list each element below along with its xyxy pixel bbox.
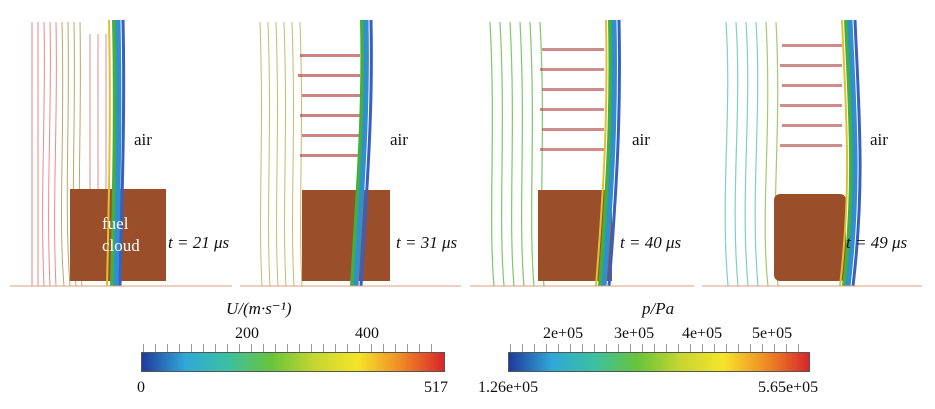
time-label: t = 21 μs [168, 233, 230, 252]
pressure-colorbar [508, 352, 810, 372]
contour-plot-2 [240, 19, 461, 287]
contour-plot-3 [470, 19, 694, 287]
pressure-tick-3e5: 3e+05 [613, 325, 655, 342]
contour-panel-2: air t = 31 μs [240, 14, 461, 295]
pressure-colorbar-title: p/Pa [642, 299, 675, 318]
fuel-cloud-label-line2: cloud [102, 236, 140, 255]
pressure-max-label: 5.65e+05 [758, 379, 819, 396]
pressure-min-label: 1.26e+05 [478, 379, 539, 396]
velocity-tick-200: 200 [235, 325, 259, 342]
velocity-tick-400: 400 [355, 325, 379, 342]
velocity-min-label: 0 [137, 379, 145, 396]
velocity-colorbar-ticks [143, 344, 443, 352]
fuel-cloud-label-line1: fuel [102, 214, 129, 233]
time-label: t = 40 μs [620, 233, 682, 252]
contour-panel-4: air t = 49 μs [702, 14, 922, 295]
pressure-tick-2e5: 2e+05 [542, 325, 584, 342]
air-label: air [870, 130, 888, 149]
velocity-max-label: 517 [424, 379, 448, 396]
air-label: air [134, 130, 152, 149]
contour-plot-1 [10, 19, 232, 287]
pressure-colorbar-ticks [510, 344, 808, 352]
time-label: t = 49 μs [846, 233, 908, 252]
velocity-colorbar-title: U/(m·s⁻¹) [226, 299, 292, 318]
air-label: air [632, 130, 650, 149]
contour-panel-3: air t = 40 μs [470, 14, 694, 295]
contour-plot-4 [702, 19, 922, 287]
air-label: air [390, 130, 408, 149]
pressure-tick-4e5: 4e+05 [681, 325, 723, 342]
pressure-tick-5e5: 5e+05 [751, 325, 793, 342]
velocity-colorbar [141, 352, 445, 372]
time-label: t = 31 μs [396, 233, 458, 252]
contour-panel-1: air t = 21 μs fuel cloud [10, 14, 232, 295]
